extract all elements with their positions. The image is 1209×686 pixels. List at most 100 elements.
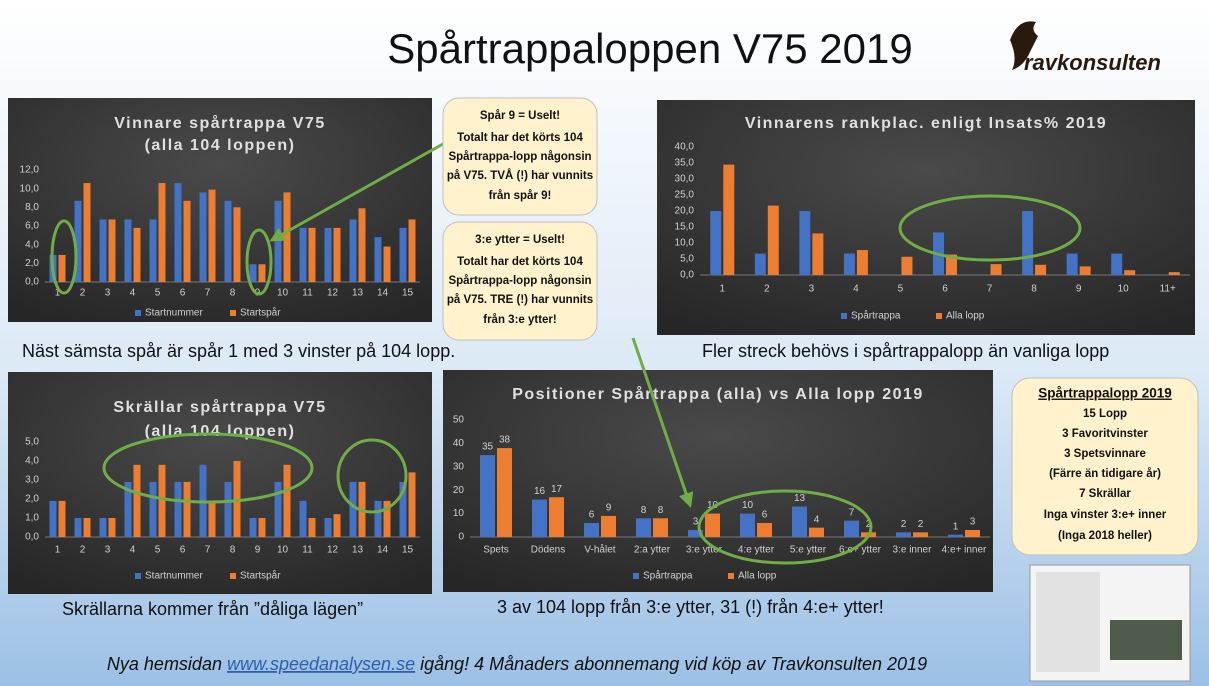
y-tick-label: 6,0	[25, 221, 39, 232]
bar	[755, 254, 766, 275]
y-tick-label: 10,0	[20, 183, 40, 194]
chart-title: Vinnarens rankplac. enligt Insats% 2019	[745, 115, 1107, 132]
legend-label: Alla lopp	[946, 311, 985, 322]
x-tick-label: 5	[155, 545, 161, 556]
bar	[109, 518, 116, 537]
caption: 3 av 104 lopp från 3:e ytter, 31 (!) frå…	[497, 597, 884, 617]
bar	[125, 219, 132, 282]
bar	[309, 518, 316, 537]
x-tick-label: 10	[277, 545, 289, 556]
data-label: 13	[794, 493, 806, 504]
x-tick-label: 3	[105, 545, 111, 556]
legend-label: Spårtrappa	[851, 310, 901, 322]
x-tick-label: 14	[377, 545, 389, 556]
bar	[184, 201, 191, 282]
book-page-left	[1036, 572, 1100, 672]
y-tick-label: 1,0	[25, 513, 39, 524]
bar	[275, 482, 282, 537]
bar	[1022, 211, 1033, 275]
y-tick-label: 25,0	[675, 190, 695, 201]
bar	[901, 257, 912, 275]
legend-swatch	[230, 573, 236, 579]
callout-line: Spår 9 = Uselt!	[480, 110, 560, 122]
bar	[723, 165, 734, 275]
bar	[757, 523, 772, 537]
legend-label: Spårtrappa	[643, 570, 693, 582]
info-line: 7 Skrällar	[1079, 488, 1131, 500]
bar	[159, 465, 166, 537]
x-tick-label: 11	[302, 545, 313, 556]
bar	[768, 206, 779, 275]
chart-title: Positioner Spårtrappa (alla) vs Alla lop…	[512, 385, 924, 403]
info-heading: Spårtrappalopp 2019	[1038, 386, 1172, 401]
bar	[84, 518, 91, 537]
x-tick-label: 6	[942, 284, 948, 295]
x-tick-label: 15	[402, 545, 414, 556]
bar	[284, 192, 291, 282]
x-tick-label: 8	[230, 288, 236, 299]
x-tick-label: 12	[327, 288, 339, 299]
bar	[532, 500, 547, 537]
bar	[653, 518, 668, 537]
y-tick-label: 15,0	[675, 222, 695, 233]
x-tick-label: 5	[898, 284, 904, 295]
legend-swatch	[135, 310, 141, 316]
bar	[480, 455, 495, 537]
bar	[1035, 265, 1046, 275]
legend-swatch	[936, 313, 942, 319]
callout-line: från spår 9!	[489, 190, 552, 202]
x-tick-label: 2	[764, 284, 770, 295]
y-tick-label: 10	[453, 508, 465, 519]
callout-line: Spårtrappa-lopp någonsin	[448, 151, 591, 163]
x-tick-label: Dödens	[531, 545, 565, 556]
chart-title: Vinnare spårtrappa V75	[114, 114, 325, 132]
bar	[134, 465, 141, 537]
legend-label: Startspår	[240, 307, 281, 319]
x-tick-label: 3	[809, 284, 815, 295]
bar	[50, 501, 57, 537]
callout-line: Totalt har det körts 104	[457, 132, 583, 144]
bar	[350, 482, 357, 537]
bar	[300, 501, 307, 537]
bar	[150, 219, 157, 282]
bar	[1080, 266, 1091, 275]
legend-label: Startnummer	[145, 571, 203, 582]
bar	[150, 482, 157, 537]
bar	[275, 201, 282, 282]
bar	[809, 528, 824, 537]
x-tick-label: 13	[352, 545, 364, 556]
y-tick-label: 2,0	[25, 494, 39, 505]
logo-text: ravkonsulten	[1024, 50, 1161, 75]
y-tick-label: 8,0	[25, 202, 39, 213]
bar	[409, 219, 416, 282]
data-label: 1	[953, 521, 959, 532]
x-tick-label: 10	[1118, 284, 1130, 295]
bar	[300, 228, 307, 282]
footer-link[interactable]: www.speedanalysen.se	[227, 654, 415, 674]
bar	[250, 518, 257, 537]
bar	[844, 254, 855, 275]
x-tick-label: 4:e ytter	[738, 545, 775, 556]
y-tick-label: 30,0	[675, 174, 695, 185]
x-tick-label: 10	[277, 288, 289, 299]
x-tick-label: 15	[402, 288, 414, 299]
bar	[234, 461, 241, 537]
x-tick-label: 14	[377, 288, 389, 299]
bar	[710, 211, 721, 275]
x-tick-label: 6	[180, 288, 186, 299]
bar	[497, 448, 512, 537]
bar	[159, 183, 166, 282]
bar	[350, 219, 357, 282]
x-tick-label: 12	[327, 545, 339, 556]
bar	[225, 201, 232, 282]
chart-panel	[443, 370, 993, 592]
y-tick-label: 12,0	[20, 165, 40, 176]
bar	[334, 514, 341, 537]
x-tick-label: V-hålet	[584, 544, 615, 556]
x-tick-label: 11	[302, 288, 313, 299]
callout-line: på V75. TVÅ (!) har vunnits	[447, 169, 593, 182]
x-tick-label: 5:e ytter	[790, 545, 827, 556]
data-label: 8	[658, 505, 664, 516]
slide: Spårtrappaloppen V75 2019 ravkonsulten V…	[0, 0, 1209, 686]
x-tick-label: 9	[1076, 284, 1082, 295]
